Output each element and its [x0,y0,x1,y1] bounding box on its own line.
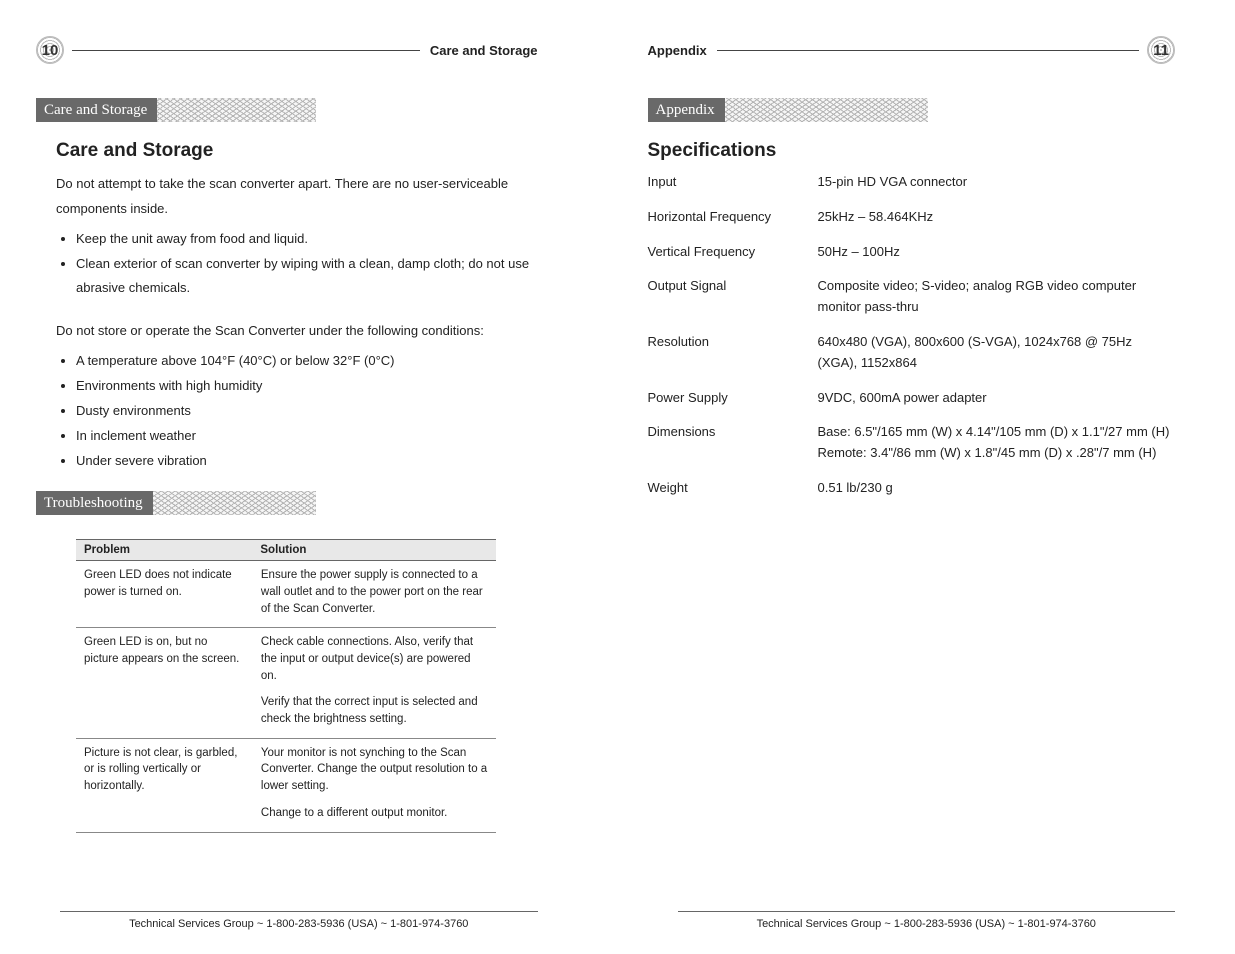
page-left: 10 Care and Storage Care and Storage Car… [0,0,618,954]
running-head-left: 10 Care and Storage [36,36,538,64]
specifications-list: Input 15-pin HD VGA connector Horizontal… [648,172,1176,499]
spec-value: 640x480 (VGA), 800x600 (S-VGA), 1024x768… [818,332,1176,374]
solution-text: Ensure the power supply is connected to … [261,567,488,617]
care-bullet-list-a: Keep the unit away from food and liquid.… [58,227,538,300]
running-head-right: Appendix 11 [648,36,1176,64]
running-head-label: Care and Storage [430,43,538,58]
spec-row: Horizontal Frequency 25kHz – 58.464KHz [648,207,1176,228]
section-heading: Care and Storage [56,140,538,162]
banner-wave-icon [157,98,316,122]
spec-row: Power Supply 9VDC, 600mA power adapter [648,388,1176,409]
list-item: Dusty environments [76,399,538,423]
table-row: Green LED does not indicate power is tur… [76,561,496,628]
spec-value: 15-pin HD VGA connector [818,172,1176,193]
spec-value: Composite video; S-video; analog RGB vid… [818,276,1176,318]
cell-problem: Green LED is on, but no picture appears … [76,628,252,738]
spec-value: 25kHz – 58.464KHz [818,207,1176,228]
spec-value: 50Hz – 100Hz [818,242,1176,263]
page-footer: Technical Services Group ~ 1-800-283-593… [60,911,538,930]
list-item: Keep the unit away from food and liquid. [76,227,538,251]
list-item: Under severe vibration [76,449,538,473]
table-header-row: Problem Solution [76,540,496,561]
cell-problem: Green LED does not indicate power is tur… [76,561,252,628]
running-head-label: Appendix [648,43,707,58]
care-bullet-list-b: A temperature above 104°F (40°C) or belo… [58,349,538,473]
table-header-solution: Solution [252,540,496,561]
spec-key: Weight [648,478,818,499]
page-spread: 10 Care and Storage Care and Storage Car… [0,0,1235,954]
spec-row: Weight 0.51 lb/230 g [648,478,1176,499]
table-header-problem: Problem [76,540,252,561]
banner-wave-icon [153,491,316,515]
cell-solution: Ensure the power supply is connected to … [252,561,496,628]
table-row: Picture is not clear, is garbled, or is … [76,738,496,832]
intro-paragraph: Do not attempt to take the scan converte… [56,172,538,221]
running-rule [717,50,1139,51]
cell-solution: Check cable connections. Also, verify th… [252,628,496,738]
section-banner-troubleshooting: Troubleshooting [36,491,316,515]
spec-key: Output Signal [648,276,818,318]
spec-row: Vertical Frequency 50Hz – 100Hz [648,242,1176,263]
spec-row: Resolution 640x480 (VGA), 800x600 (S-VGA… [648,332,1176,374]
spec-value: 0.51 lb/230 g [818,478,1176,499]
solution-text: Change to a different output monitor. [261,805,488,822]
conditions-paragraph: Do not store or operate the Scan Convert… [56,319,538,344]
spec-key: Power Supply [648,388,818,409]
list-item: Environments with high humidity [76,374,538,398]
table-row: Green LED is on, but no picture appears … [76,628,496,738]
spec-key: Vertical Frequency [648,242,818,263]
troubleshooting-table: Problem Solution Green LED does not indi… [76,539,496,832]
running-rule [72,50,420,51]
section-heading: Specifications [648,140,1176,162]
list-item: A temperature above 104°F (40°C) or belo… [76,349,538,373]
banner-wave-icon [725,98,928,122]
solution-text: Verify that the correct input is selecte… [261,694,488,727]
section-banner-care: Care and Storage [36,98,316,122]
list-item: Clean exterior of scan converter by wipi… [76,252,538,300]
list-item: In inclement weather [76,424,538,448]
spec-key: Dimensions [648,422,818,464]
cell-problem: Picture is not clear, is garbled, or is … [76,738,252,832]
section-banner-label: Troubleshooting [36,491,153,515]
page-number-badge: 10 [36,36,64,64]
spec-row: Input 15-pin HD VGA connector [648,172,1176,193]
spec-row: Dimensions Base: 6.5"/165 mm (W) x 4.14"… [648,422,1176,464]
page-footer: Technical Services Group ~ 1-800-283-593… [678,911,1176,930]
spec-row: Output Signal Composite video; S-video; … [648,276,1176,318]
spec-value: Base: 6.5"/165 mm (W) x 4.14"/105 mm (D)… [818,422,1176,464]
section-banner-label: Care and Storage [36,98,157,122]
page-number-badge: 11 [1147,36,1175,64]
cell-solution: Your monitor is not synching to the Scan… [252,738,496,832]
solution-text: Your monitor is not synching to the Scan… [261,745,488,795]
page-right: Appendix 11 Appendix Specifications Inpu… [618,0,1235,954]
spec-value: 9VDC, 600mA power adapter [818,388,1176,409]
section-banner-appendix: Appendix [648,98,928,122]
spec-key: Horizontal Frequency [648,207,818,228]
section-banner-label: Appendix [648,98,725,122]
spec-key: Input [648,172,818,193]
spec-key: Resolution [648,332,818,374]
solution-text: Check cable connections. Also, verify th… [261,634,488,684]
